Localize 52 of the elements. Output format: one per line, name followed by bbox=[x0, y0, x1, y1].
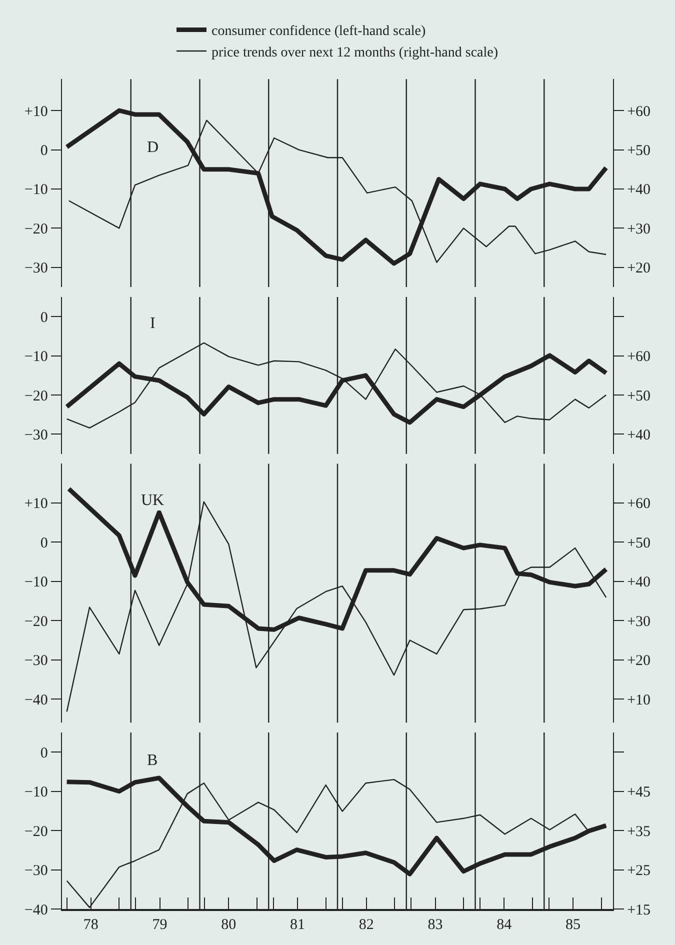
text: UK bbox=[141, 492, 165, 509]
y2-tick-label: +50 bbox=[627, 388, 651, 404]
y-tick-label: −10 bbox=[24, 182, 48, 198]
y-tick-label: −10 bbox=[24, 349, 48, 366]
y2-tick-label: +60 bbox=[627, 349, 651, 366]
y2-tick-label: +30 bbox=[627, 614, 651, 630]
y-tick-label: −10 bbox=[24, 784, 48, 801]
x-tick-label: 80 bbox=[221, 916, 236, 933]
y-tick-label: −20 bbox=[24, 388, 48, 404]
y-tick-label: −30 bbox=[24, 653, 48, 670]
y2-tick-label: +30 bbox=[627, 221, 651, 238]
text: I bbox=[150, 315, 156, 332]
y-tick-label: −30 bbox=[24, 863, 48, 880]
x-tick-label: 84 bbox=[496, 916, 512, 933]
y2-tick-label: +40 bbox=[627, 182, 651, 198]
y-tick-label: −20 bbox=[24, 614, 48, 630]
y-tick-label: 0 bbox=[40, 143, 48, 160]
y2-tick-label: +40 bbox=[627, 427, 651, 444]
y2-tick-label: +35 bbox=[627, 824, 651, 840]
y-tick-label: 0 bbox=[40, 310, 48, 326]
y2-tick-label: +40 bbox=[627, 574, 651, 591]
y-tick-label: −30 bbox=[24, 427, 48, 444]
y2-tick-label: +20 bbox=[627, 260, 651, 277]
x-tick-label: 83 bbox=[428, 916, 443, 933]
y2-tick-label: +50 bbox=[627, 535, 651, 552]
y-tick-label: 0 bbox=[40, 745, 48, 762]
x-tick-label: 78 bbox=[83, 916, 98, 933]
x-tick-label: 79 bbox=[152, 916, 168, 933]
x-tick-label: 85 bbox=[566, 916, 581, 933]
y2-tick-label: +45 bbox=[627, 784, 651, 801]
y-tick-label: 0 bbox=[40, 535, 48, 552]
y-tick-label: −40 bbox=[24, 902, 48, 918]
y-tick-label: −10 bbox=[24, 574, 48, 591]
y-tick-label: +10 bbox=[24, 104, 48, 120]
y-tick-label: −20 bbox=[24, 221, 48, 238]
x-tick-label: 81 bbox=[290, 916, 306, 933]
y2-tick-label: +25 bbox=[627, 863, 651, 880]
y2-tick-label: +50 bbox=[627, 143, 651, 160]
y-tick-label: −30 bbox=[24, 260, 48, 277]
text: D bbox=[147, 139, 159, 156]
legend-label: price trends over next 12 months (right-hand scale) bbox=[212, 45, 498, 60]
y2-tick-label: +15 bbox=[627, 902, 651, 918]
text: B bbox=[147, 752, 158, 769]
y-tick-label: −20 bbox=[24, 824, 48, 840]
x-tick-label: 82 bbox=[358, 916, 374, 933]
legend-label: consumer confidence (left-hand scale) bbox=[212, 24, 426, 40]
y2-tick-label: +60 bbox=[627, 496, 651, 512]
y2-tick-label: +20 bbox=[627, 653, 651, 670]
y2-tick-label: +60 bbox=[627, 104, 651, 120]
y-tick-label: −40 bbox=[24, 692, 48, 708]
y2-tick-label: +10 bbox=[627, 692, 651, 708]
y-tick-label: +10 bbox=[24, 496, 48, 512]
